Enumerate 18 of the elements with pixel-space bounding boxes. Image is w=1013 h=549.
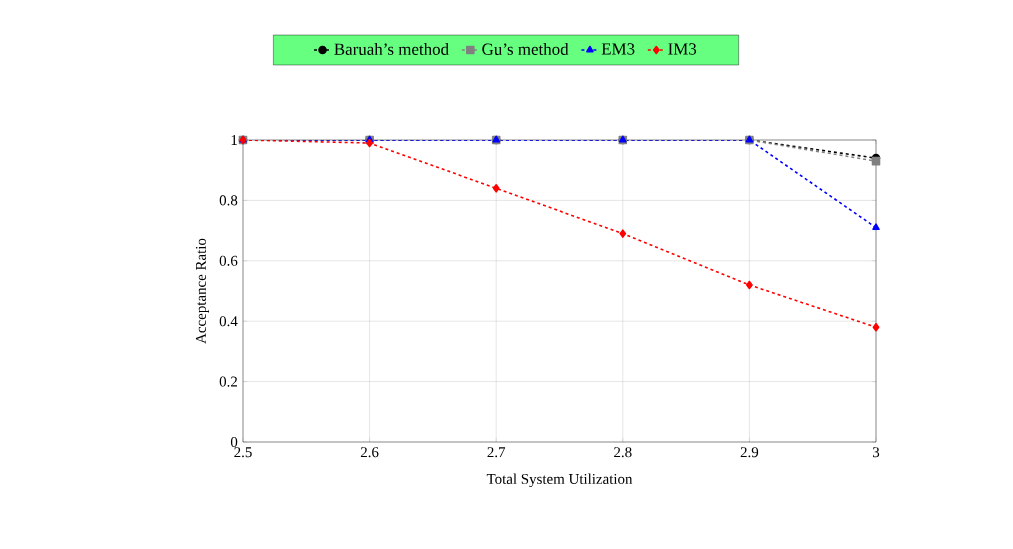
x-tick-label: 2.9 [740, 447, 759, 458]
legend-label: IM3 [668, 43, 697, 55]
y-axis-title: Acceptance Ratio [195, 238, 209, 344]
legend-label: Gu’s method [482, 43, 569, 55]
x-tick-label: 2.6 [360, 447, 379, 458]
legend-label: EM3 [601, 43, 635, 55]
y-tick-label: 1 [231, 135, 237, 145]
legend-label: Baruah’s method [334, 43, 449, 55]
y-tick-label: 0.2 [219, 376, 237, 387]
x-tick-label: 2.5 [234, 447, 252, 458]
x-tick-label: 2.7 [487, 447, 506, 458]
x-tick-label: 2.8 [614, 447, 632, 458]
x-axis-title: Total System Utilization [486, 473, 633, 488]
y-tick-label: 0 [230, 436, 238, 448]
y-tick-label: 0.6 [219, 255, 238, 266]
y-tick-label: 0.8 [219, 195, 238, 206]
y-tick-label: 0.4 [219, 316, 238, 327]
x-tick-label: 3 [872, 447, 880, 458]
